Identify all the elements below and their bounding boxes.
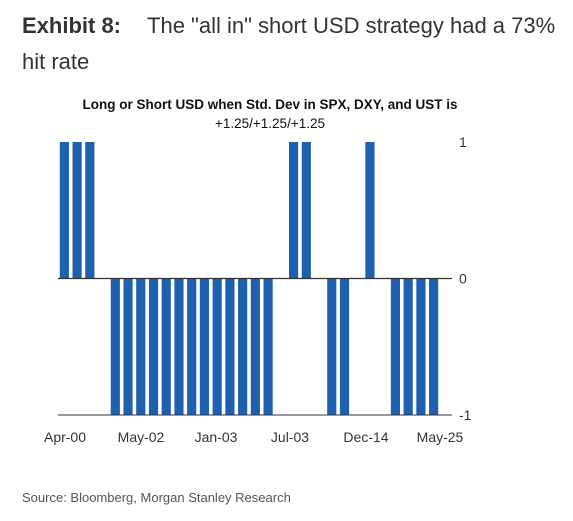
exhibit-title: The "all in" short USD strategy had a 73… xyxy=(22,13,556,74)
bar-8 xyxy=(161,278,171,415)
bar-9 xyxy=(174,278,184,415)
x-tick-label-3: Jul-03 xyxy=(271,429,309,445)
chart-title: Long or Short USD when Std. Dev in SPX, … xyxy=(82,97,458,112)
x-tick-label-2: Jan-03 xyxy=(195,429,238,445)
bar-2 xyxy=(85,142,95,279)
chart-title-block: Long or Short USD when Std. Dev in SPX, … xyxy=(38,95,502,133)
bar-28 xyxy=(416,278,426,415)
bar-13 xyxy=(225,278,235,415)
x-tick-label-0: Apr-00 xyxy=(44,429,86,445)
bar-21 xyxy=(327,278,337,415)
exhibit-label: Exhibit 8: xyxy=(22,13,122,38)
source-note: Source: Bloomberg, Morgan Stanley Resear… xyxy=(22,490,291,505)
bar-0 xyxy=(59,142,69,279)
bar-14 xyxy=(238,278,248,415)
bar-6 xyxy=(136,278,146,415)
bar-10 xyxy=(187,278,197,415)
x-tick-label-1: May-02 xyxy=(118,429,165,445)
chart-subtitle: +1.25/+1.25/+1.25 xyxy=(215,116,325,131)
bar-24 xyxy=(365,142,375,279)
bar-11 xyxy=(199,278,210,415)
bar-16 xyxy=(263,278,273,415)
bar-5 xyxy=(123,278,133,415)
bar-26 xyxy=(390,278,401,415)
exhibit-heading: Exhibit 8: The "all in" short USD strateg… xyxy=(22,8,567,80)
bar-18 xyxy=(288,142,299,279)
x-tick-label-5: May-25 xyxy=(417,429,464,445)
bar-27 xyxy=(403,278,413,415)
bar-22 xyxy=(339,278,350,415)
bar-4 xyxy=(110,278,120,415)
bar-29 xyxy=(429,278,439,415)
y-tick-label-2: -1 xyxy=(459,407,472,423)
y-tick-label-1: 0 xyxy=(459,271,467,287)
x-tick-label-4: Dec-14 xyxy=(343,429,388,445)
bar-19 xyxy=(301,142,311,279)
bar-7 xyxy=(148,278,159,415)
bar-15 xyxy=(250,278,260,415)
bar-12 xyxy=(212,278,222,415)
bar-1 xyxy=(72,142,82,279)
y-tick-label-0: 1 xyxy=(459,134,467,150)
